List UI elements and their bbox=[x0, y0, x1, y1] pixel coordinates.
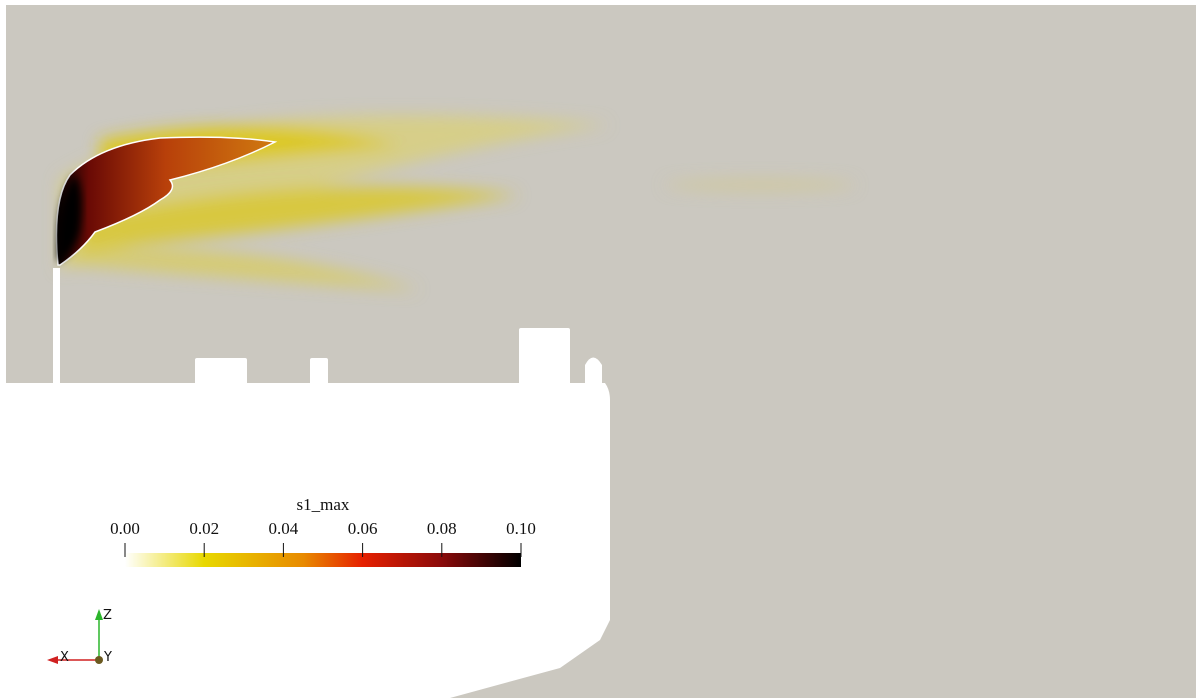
colorbar-tick-label: 0.10 bbox=[506, 519, 536, 538]
colorbar bbox=[125, 553, 521, 567]
colorbar-tick-label: 0.08 bbox=[427, 519, 457, 538]
plume-peak bbox=[57, 175, 82, 262]
ship-hull bbox=[0, 268, 610, 698]
x-arrow bbox=[47, 656, 58, 664]
z-label: Z bbox=[103, 608, 112, 623]
y-axis bbox=[95, 656, 103, 664]
colorbar-title: s1_max bbox=[297, 495, 350, 514]
x-label: X bbox=[60, 650, 69, 665]
colorbar-tick-label: 0.02 bbox=[189, 519, 219, 538]
plume-core bbox=[55, 136, 278, 266]
colorbar-tick-label: 0.06 bbox=[348, 519, 378, 538]
colorbar-tick-label: 0.00 bbox=[110, 519, 140, 538]
colorbar-tick-label: 0.04 bbox=[269, 519, 299, 538]
y-label: Y bbox=[103, 650, 112, 665]
z-arrow bbox=[95, 609, 103, 620]
